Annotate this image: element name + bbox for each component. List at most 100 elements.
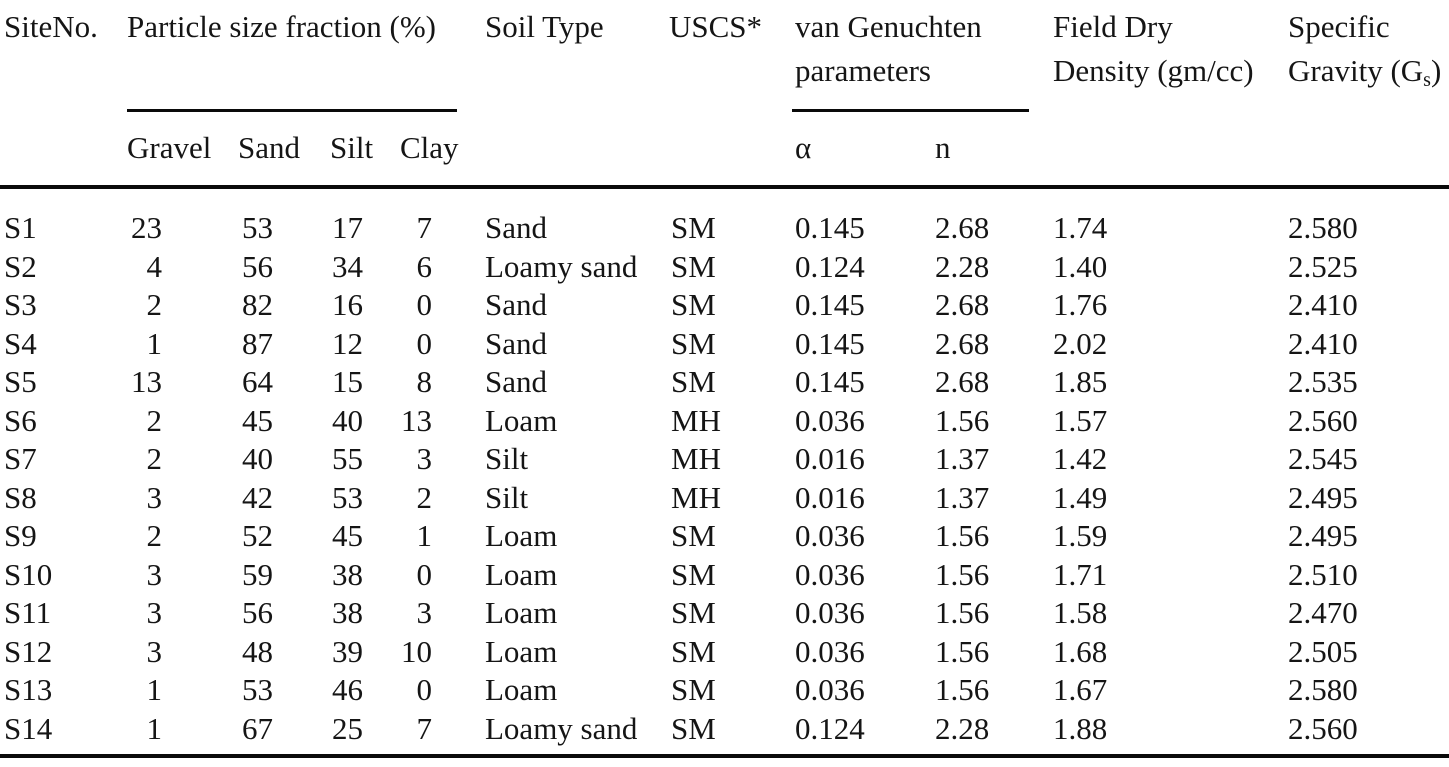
table-row: S13 1 53 46 0 Loam SM 0.036 1.56 1.67 2.… [0, 671, 1449, 710]
cell-clay: 6 [416, 248, 433, 284]
cell-uscs: SM [671, 595, 716, 630]
spacer-cell [480, 112, 665, 189]
cell-soil-type: Silt [485, 441, 529, 476]
cell-n: 2.68 [935, 210, 990, 245]
cell-specific-gravity: 2.510 [1288, 556, 1358, 592]
cell-field-dry-density: 1.59 [1053, 518, 1108, 553]
cell-uscs: MH [671, 402, 721, 438]
cell-soil-type: Loam [485, 595, 558, 630]
cell-uscs: SM [671, 633, 716, 669]
cell-uscs: SM [671, 364, 716, 399]
cell-specific-gravity: 2.535 [1288, 364, 1358, 399]
cell-field-dry-density: 1.74 [1053, 210, 1108, 245]
cell-clay: 13 [401, 402, 432, 438]
cell-site: S4 [4, 325, 37, 361]
table-row: S7 2 40 55 3 Silt MH 0.016 1.37 1.42 2.5… [0, 440, 1449, 479]
table-row: S8 3 42 53 2 Silt MH 0.016 1.37 1.49 2.4… [0, 479, 1449, 518]
cell-alpha: 0.036 [795, 556, 865, 592]
col-header-specific-gravity: Specific Gravity (Gs) [1283, 0, 1449, 112]
cell-sand: 82 [242, 287, 273, 322]
table-row: S5 13 64 15 8 Sand SM 0.145 2.68 1.85 2.… [0, 363, 1449, 402]
cell-soil-type: Loam [485, 633, 558, 669]
van-genuchten-line2: parameters [795, 53, 931, 88]
cell-site: S11 [4, 595, 52, 630]
cell-uscs: SM [671, 210, 716, 245]
cell-field-dry-density: 1.85 [1053, 364, 1108, 399]
cell-clay: 1 [416, 518, 433, 553]
spacer-cell [0, 112, 123, 189]
field-dry-density-line2: Density (gm/cc) [1053, 53, 1254, 88]
cell-clay: 0 [416, 672, 433, 707]
cell-silt: 25 [327, 709, 392, 758]
col-header-van-genuchten-group: van Genuchten parameters [790, 0, 1048, 112]
cell-clay: 2 [416, 479, 433, 515]
col-header-field-dry-density: Field Dry Density (gm/cc) [1048, 0, 1283, 112]
cell-gravel: 1 [123, 709, 235, 758]
cell-field-dry-density: 1.76 [1053, 287, 1108, 322]
table-body: S1 23 53 17 7 Sand SM 0.145 2.68 1.74 2.… [0, 187, 1449, 758]
subscript-s: s [1423, 69, 1431, 91]
cell-site: S2 [4, 248, 37, 284]
cell-gravel: 23 [131, 210, 162, 245]
cell-gravel: 4 [146, 248, 163, 284]
table-row: S3 2 82 16 0 Sand SM 0.145 2.68 1.76 2.4… [0, 286, 1449, 325]
cell-soil-type: Sand [485, 210, 547, 245]
cell-clay: 0 [416, 325, 433, 361]
cell-specific-gravity: 2.545 [1288, 441, 1358, 476]
cell-n: 1.56 [935, 556, 990, 592]
col-header-site-no: SiteNo. [4, 9, 98, 44]
cell-soil-type: Loamy sand [480, 709, 665, 758]
cell-field-dry-density: 1.42 [1053, 441, 1108, 476]
cell-n: 2.28 [930, 709, 1049, 758]
cell-n: 1.56 [935, 402, 990, 438]
cell-clay: 7 [416, 210, 433, 245]
cell-uscs: MH [671, 479, 721, 515]
table-row: S6 2 45 40 13 Loam MH 0.036 1.56 1.57 2.… [0, 402, 1449, 441]
cell-n: 2.28 [935, 248, 990, 284]
cell-n: 1.37 [935, 441, 990, 476]
cell-site: S10 [4, 556, 53, 592]
cell-clay: 0 [416, 287, 433, 322]
cell-site: S8 [4, 479, 37, 515]
cell-sand: 59 [242, 556, 273, 592]
cell-specific-gravity: 2.410 [1288, 287, 1358, 322]
table-row: S10 3 59 38 0 Loam SM 0.036 1.56 1.71 2.… [0, 556, 1449, 595]
cell-specific-gravity: 2.580 [1288, 672, 1358, 707]
cell-sand: 48 [242, 633, 273, 669]
cell-alpha: 0.016 [795, 441, 865, 476]
table-row: S4 1 87 12 0 Sand SM 0.145 2.68 2.02 2.4… [0, 325, 1449, 364]
cell-gravel: 3 [146, 595, 163, 630]
cell-silt: 38 [332, 595, 363, 630]
col-header-clay: Clay [392, 112, 480, 189]
cell-silt: 17 [332, 210, 363, 245]
cell-soil-type: Sand [485, 287, 547, 322]
cell-silt: 15 [332, 364, 363, 399]
cell-gravel: 13 [131, 364, 162, 399]
cell-field-dry-density: 1.40 [1053, 248, 1108, 284]
specific-gravity-line1: Specific [1288, 9, 1390, 44]
cell-alpha: 0.145 [795, 325, 865, 361]
col-header-n: n [930, 112, 1049, 189]
col-header-silt: Silt [327, 112, 392, 189]
cell-sand: 56 [242, 595, 273, 630]
cell-soil-type: Loam [485, 672, 558, 707]
col-header-uscs: USCS* [669, 9, 763, 44]
cell-gravel: 2 [146, 518, 163, 553]
van-genuchten-line1: van Genuchten [795, 9, 982, 44]
cell-silt: 40 [332, 402, 363, 438]
cell-specific-gravity: 2.410 [1288, 325, 1358, 361]
cell-silt: 38 [332, 556, 363, 592]
cell-field-dry-density: 1.67 [1053, 672, 1108, 707]
cell-specific-gravity: 2.580 [1288, 210, 1358, 245]
sub-header-row: Gravel Sand Silt Clay α n [0, 112, 1449, 189]
col-header-soil-type: Soil Type [485, 9, 604, 44]
cell-alpha: 0.036 [795, 518, 865, 553]
cell-uscs: SM [671, 287, 716, 322]
col-header-alpha: α [790, 112, 930, 189]
cell-clay: 0 [416, 556, 433, 592]
table-row: S14 1 67 25 7 Loamy sand SM 0.124 2.28 1… [0, 709, 1449, 758]
group-header-row: SiteNo. Particle size fraction (%) Soil … [0, 0, 1449, 112]
table-row: S9 2 52 45 1 Loam SM 0.036 1.56 1.59 2.4… [0, 517, 1449, 556]
specific-gravity-line2: Gravity (Gs) [1288, 49, 1449, 93]
cell-site: S13 [4, 672, 53, 707]
